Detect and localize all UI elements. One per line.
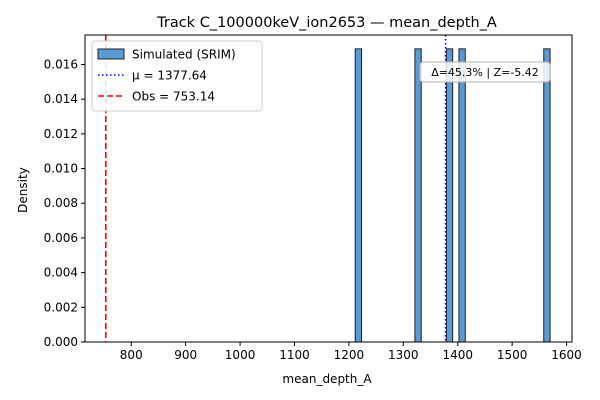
reference-lines [104,35,447,342]
x-axis-ticks: 800 900 1000 1100 1200 1300 1400 1500 1600 [120,342,582,362]
histogram-bar-5 [543,48,551,343]
x-tick-label: 1300 [388,348,419,362]
x-tick-label: 1400 [442,348,473,362]
annotation-text: Δ=45.3% | Z=-5.42 [431,66,539,79]
stats-annotation: Δ=45.3% | Z=-5.42 [419,61,551,83]
histogram-bar-4 [458,48,466,343]
chart-title: Track C_100000keV_ion2653 — mean_depth_A [156,15,497,31]
histogram-bar-3 [445,48,454,343]
y-tick-label: 0.014 [44,92,78,106]
plot-frame [84,34,573,343]
annotation-box [419,61,551,83]
y-axis-label: Density [16,167,30,213]
legend-entry-mean: μ = 1377.64 [132,69,207,83]
legend-entry-observed: Obs = 753.14 [132,90,215,104]
y-tick-label: 0.004 [44,266,78,280]
x-tick-label: 1600 [551,348,582,362]
x-tick-label: 1000 [225,348,256,362]
y-tick-label: 0.016 [44,57,78,71]
y-tick-label: 0.000 [44,335,78,349]
legend-swatch-simulated [97,48,125,60]
legend: Simulated (SRIM) μ = 1377.64 Obs = 753.14 [91,40,263,112]
y-tick-label: 0.006 [44,231,78,245]
x-axis-label: mean_depth_A [282,372,372,386]
histogram-bars [354,48,551,343]
x-tick-label: 1500 [497,348,528,362]
x-tick-label: 1200 [334,348,365,362]
y-tick-label: 0.010 [44,162,78,176]
histogram-bar-1 [354,48,363,343]
x-tick-label: 800 [120,348,143,362]
y-tick-label: 0.008 [44,196,78,210]
legend-box [91,40,263,112]
x-tick-label: 1100 [279,348,310,362]
y-axis-ticks: 0.000 0.002 0.004 0.006 0.008 0.010 0.012 0.014… [44,57,85,349]
x-tick-label: 900 [174,348,197,362]
legend-entry-simulated: Simulated (SRIM) [132,48,236,62]
y-tick-label: 0.012 [44,127,78,141]
histogram-bar-2 [414,48,422,343]
y-tick-label: 0.002 [44,300,78,314]
